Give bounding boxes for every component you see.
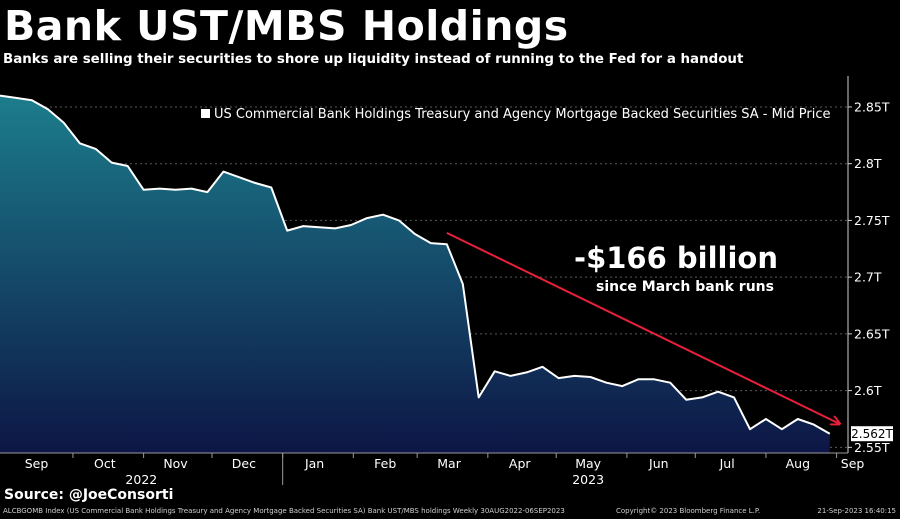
chart-subtitle: Banks are selling their securities to sh…	[3, 52, 744, 67]
x-month-label-7: Apr	[509, 456, 531, 471]
x-month-label-6: Mar	[437, 456, 461, 471]
legend-swatch	[201, 109, 210, 118]
x-month-label-0: Sep	[25, 456, 49, 471]
y-tick-label-5: 2.8T	[854, 156, 882, 171]
source-label: Source: @JoeConsorti	[4, 487, 174, 503]
last-value-tag: 2.562T	[851, 426, 894, 442]
x-month-label-3: Dec	[232, 456, 256, 471]
y-tick-label-1: 2.6T	[854, 383, 882, 398]
y-tick-label-6: 2.85T	[854, 99, 890, 114]
area-fill	[0, 95, 830, 453]
annotation-amount: -$166 billion	[574, 241, 778, 275]
series-line	[0, 94, 831, 435]
x-year-label-0: 2022	[125, 472, 157, 487]
x-month-label-4: Jan	[304, 456, 324, 471]
legend: US Commercial Bank Holdings Treasury and…	[201, 107, 831, 122]
trend-arrow	[446, 231, 839, 424]
last-value-label: 2.562T	[851, 427, 893, 441]
footer-copyright: Copyright© 2023 Bloomberg Finance L.P.	[616, 507, 761, 515]
footer-index-info: ALCBGOMB Index (US Commercial Bank Holdi…	[3, 507, 565, 515]
x-month-label-8: May	[575, 456, 601, 471]
x-axis: Sep Oct Nov Dec Jan Feb Mar Apr May Jun Jul Aug Sep 2…	[0, 452, 865, 487]
annotation-caption: since March bank runs	[596, 279, 774, 295]
y-tick-label-4: 2.75T	[854, 213, 890, 228]
x-month-label-10: Jul	[719, 456, 735, 471]
y-axis: 2.55T 2.6T 2.65T 2.7T 2.75T 2.8T 2.85T	[847, 76, 890, 455]
x-year-label-1: 2023	[572, 472, 604, 487]
x-month-label-11: Aug	[786, 456, 810, 471]
x-month-label-9: Jun	[648, 456, 669, 471]
last-value-box	[851, 426, 893, 442]
chart-title: Bank UST/MBS Holdings	[4, 2, 569, 50]
y-tick-label-3: 2.7T	[854, 270, 882, 285]
x-month-label-1: Oct	[94, 456, 116, 471]
x-month-label-2: Nov	[163, 456, 188, 471]
legend-label: US Commercial Bank Holdings Treasury and…	[214, 107, 831, 122]
y-tick-label-0: 2.55T	[854, 440, 890, 455]
x-month-label-12: Sep	[841, 456, 865, 471]
y-tick-label-2: 2.65T	[854, 326, 890, 341]
footer-timestamp: 21-Sep-2023 16:40:15	[817, 507, 896, 515]
x-month-label-5: Feb	[374, 456, 396, 471]
